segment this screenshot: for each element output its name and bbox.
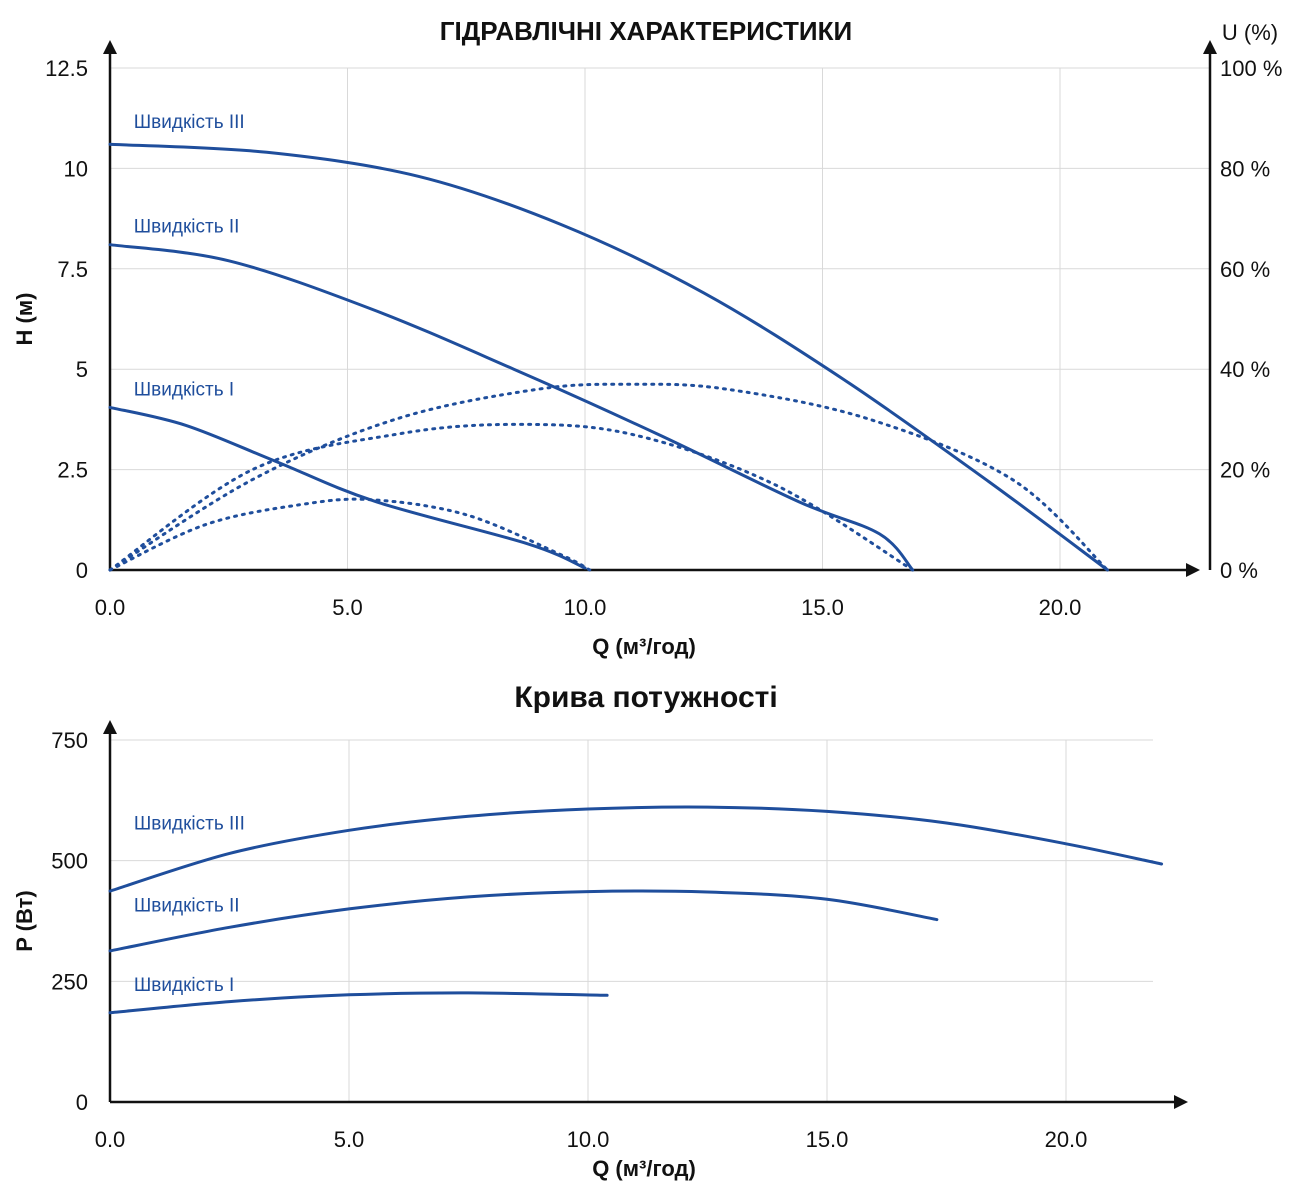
- y-tick-label: 7.5: [57, 257, 88, 282]
- y2-tick-label: 80 %: [1220, 156, 1270, 181]
- chart-title: Крива потужності: [514, 681, 777, 714]
- chart-title: ГІДРАВЛІЧНІ ХАРАКТЕРИСТИКИ: [440, 16, 852, 46]
- x-axis-label: Q (м³/год): [592, 1156, 696, 1181]
- y-tick-label: 500: [51, 849, 88, 874]
- y-tick-label: 5: [76, 357, 88, 382]
- series-line-2: [108, 889, 939, 953]
- x-tick-label: 10.0: [564, 595, 607, 620]
- x-tick-label: 15.0: [801, 595, 844, 620]
- x-axis-label: Q (м³/год): [592, 634, 696, 659]
- x-tick-label: 10.0: [567, 1127, 610, 1152]
- x-axis-arrow: [1174, 1095, 1188, 1109]
- y2-tick-label: 100 %: [1220, 56, 1282, 81]
- series-line-2: [108, 243, 915, 572]
- y-axis-label: H (м): [12, 293, 37, 346]
- y2-axis-label: U (%): [1222, 20, 1278, 45]
- y-axis-label: P (Вт): [12, 890, 37, 951]
- y2-tick-label: 40 %: [1220, 357, 1270, 382]
- y-tick-label: 0: [76, 1090, 88, 1115]
- series-line-1: [108, 805, 1164, 893]
- y2-tick-label: 0 %: [1220, 558, 1258, 583]
- x-tick-label: 5.0: [334, 1127, 365, 1152]
- efficiency-curve-6: [108, 497, 592, 572]
- series-line-1: [108, 142, 1109, 572]
- series-line-3: [108, 405, 587, 570]
- y-tick-label: 2.5: [57, 458, 88, 483]
- y2-tick-label: 60 %: [1220, 257, 1270, 282]
- x-tick-label: 5.0: [332, 595, 363, 620]
- y2-axis-arrow: [1203, 40, 1217, 54]
- y-tick-label: 10: [64, 156, 88, 181]
- series-label: Швидкість III: [134, 112, 245, 133]
- series-label: Швидкість II: [134, 217, 240, 238]
- series-label: Швидкість I: [134, 975, 234, 996]
- hydraulic-chart: ГІДРАВЛІЧНІ ХАРАКТЕРИСТИКИ U (%) 0 % 20 % 40…: [12, 16, 1282, 659]
- y-tick-label: 12.5: [45, 56, 88, 81]
- y-tick-label: 250: [51, 969, 88, 994]
- x-tick-label: 20.0: [1045, 1127, 1088, 1152]
- x-tick-label: 0.0: [95, 1127, 126, 1152]
- series-label: Швидкість II: [134, 895, 240, 916]
- efficiency-curve-5: [108, 422, 915, 572]
- x-tick-label: 20.0: [1039, 595, 1082, 620]
- y-tick-label: 750: [51, 728, 88, 753]
- x-axis-arrow: [1186, 563, 1200, 577]
- series-line-3: [108, 991, 609, 1015]
- series-label: Швидкість III: [134, 813, 245, 834]
- y2-tick-label: 20 %: [1220, 458, 1270, 483]
- efficiency-curve-4: [108, 382, 1109, 572]
- y-axis-arrow: [103, 40, 117, 54]
- x-tick-label: 15.0: [806, 1127, 849, 1152]
- series-label: Швидкість I: [134, 379, 234, 400]
- x-tick-label: 0.0: [95, 595, 126, 620]
- power-chart: Крива потужності 0.0 5.0 10.0 15.0 20.0 0 250 50…: [12, 681, 1188, 1181]
- y-axis-arrow: [103, 720, 117, 734]
- y-tick-label: 0: [76, 558, 88, 583]
